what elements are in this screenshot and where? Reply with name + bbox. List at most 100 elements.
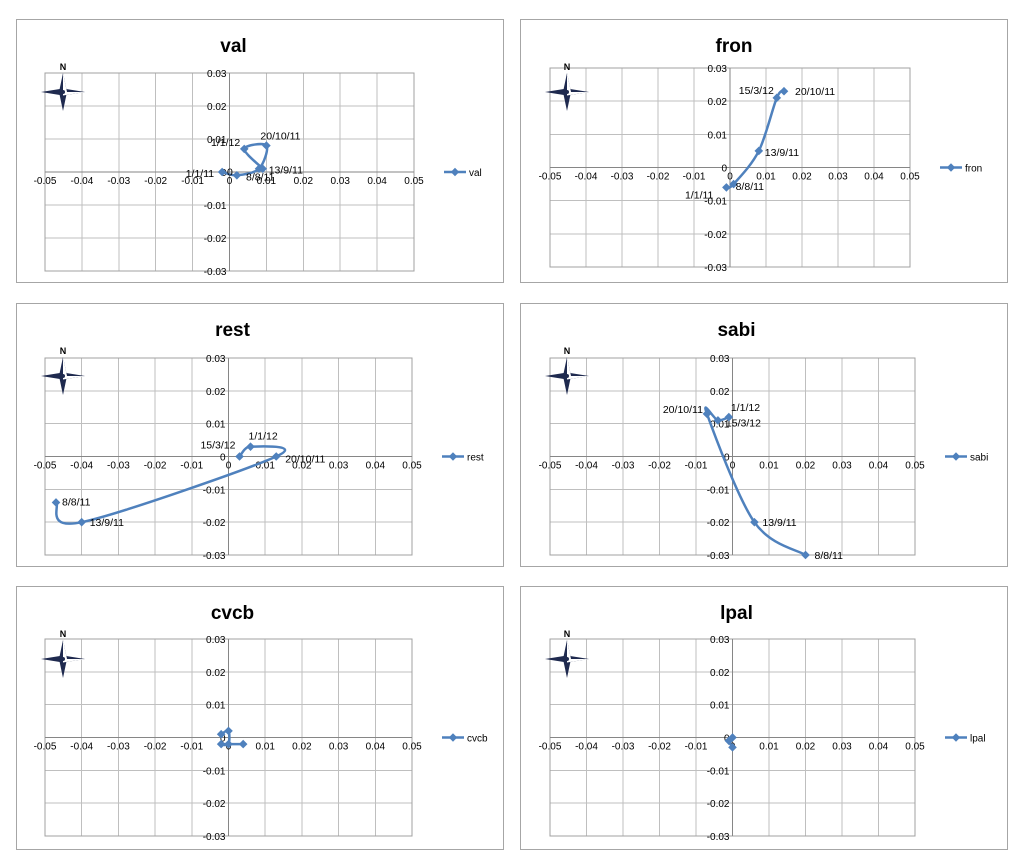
x-tick-label: -0.02 [144,176,167,187]
chart-panel-fron: fron -0.05 -0.04 -0.03 -0.02 -0.01 0 0.01 0.02 0.… [520,19,1008,283]
data-label: 13/9/11 [269,165,303,177]
y-tick-label: 0.03 [708,64,728,75]
y-tick-label: -0.01 [704,197,727,208]
compass-center [61,657,65,661]
chart-title: rest [215,320,251,341]
legend-marker [448,733,458,742]
x-tick-label: -0.02 [648,461,671,472]
x-tick-label: 0.02 [292,742,312,753]
x-tick-label: 0.04 [869,742,889,753]
compass-highlight [63,376,85,380]
y-tick-label: 0 [220,453,226,464]
compass-highlight [567,357,571,376]
data-point [216,739,226,749]
data-label: 1/1/12 [731,402,760,414]
y-tick-label: 0 [721,164,727,175]
data-point [724,412,734,422]
compass-north-label: N [564,629,571,639]
data-label: 8/8/11 [246,172,275,184]
x-tick-label: -0.01 [180,461,203,472]
chart-title: cvcb [211,603,254,624]
y-tick-label: -0.03 [707,832,730,843]
data-label: 1/1/11 [186,168,215,180]
y-tick-label: -0.03 [203,551,226,562]
compass-center [61,90,65,94]
x-tick-label: 0.01 [257,176,277,187]
x-tick-label: -0.02 [648,742,671,753]
data-label: 13/9/11 [765,147,799,159]
x-tick-label: -0.01 [181,176,204,187]
x-tick-label: -0.01 [685,742,708,753]
x-tick-label: 0.05 [905,461,925,472]
compass-highlight [63,92,85,96]
legend-label: val [469,168,482,179]
compass-highlight [63,73,67,92]
compass-north-label: N [60,346,67,356]
y-tick-label: 0.03 [206,635,226,646]
x-tick-label: 0.02 [792,172,812,183]
x-tick-label: 0.03 [832,461,852,472]
compass-highlight [63,357,67,376]
legend-label: lpal [970,734,986,745]
x-tick-label: -0.02 [144,461,167,472]
legend-label: fron [965,164,982,175]
data-label: 1/1/12 [249,431,278,443]
x-tick-label: 0.04 [864,172,884,183]
data-point [728,743,737,752]
chart-title: val [220,36,246,57]
x-tick-label: 0.01 [756,172,776,183]
y-tick-label: 0.02 [207,102,227,113]
x-tick-label: 0.01 [759,461,779,472]
data-point [724,736,734,746]
x-tick-label: 0.03 [329,742,349,753]
compass-highlight [63,659,85,663]
compass-highlight [567,659,589,663]
x-tick-label: 0 [227,176,233,187]
data-label: 20/10/11 [795,86,835,98]
chart-title: lpal [720,603,753,624]
compass-north-label: N [60,62,67,72]
x-tick-label: 0 [730,461,736,472]
x-tick-label: 0.03 [330,176,350,187]
x-tick-label: -0.01 [685,461,708,472]
data-label: 8/8/11 [62,496,91,508]
data-point [722,183,731,192]
x-tick-label: -0.04 [575,742,598,753]
x-tick-label: 0.05 [404,176,424,187]
data-label: 20/10/11 [663,404,703,416]
chart-svg: val -0.05 -0.04 -0.03 -0.02 -0.01 0 0.01 0.02 0.0… [34,36,482,278]
y-tick-label: -0.01 [707,766,730,777]
chart-title: sabi [717,320,755,341]
x-tick-label: 0.02 [294,176,314,187]
data-label: 15/3/12 [200,440,235,452]
y-tick-label: -0.02 [203,799,226,810]
x-tick-label: 0.05 [900,172,920,183]
x-tick-label: -0.01 [683,172,706,183]
data-point [713,416,723,425]
data-point [239,144,249,154]
data-label: 1/1/11 [685,189,714,201]
legend-label: sabi [970,453,988,464]
data-point [779,86,789,96]
y-tick-label: -0.01 [203,766,226,777]
x-tick-label: -0.03 [107,461,130,472]
x-tick-label: -0.04 [575,172,598,183]
y-tick-label: -0.03 [704,263,727,274]
chart-svg: fron -0.05 -0.04 -0.03 -0.02 -0.01 0 0.01 0.02 0.… [539,36,983,274]
y-tick-label: 0.03 [206,354,226,365]
x-tick-label: 0.03 [329,461,349,472]
x-tick-label: -0.03 [107,176,130,187]
data-point [77,517,87,527]
x-tick-label: 0.01 [255,461,275,472]
x-tick-label: -0.03 [611,172,634,183]
x-tick-label: -0.05 [34,742,57,753]
data-point [750,517,759,527]
x-tick-label: 0.04 [366,461,386,472]
chart-panel-rest: rest -0.05 -0.04 -0.03 -0.02 -0.01 0 0.01 0.02 0.… [16,303,504,567]
x-tick-label: 0.02 [796,461,816,472]
x-tick-label: 0.02 [292,461,312,472]
data-point [271,452,281,461]
x-tick-label: 0.04 [366,742,386,753]
y-tick-label: -0.02 [204,234,227,245]
data-point [217,167,227,177]
